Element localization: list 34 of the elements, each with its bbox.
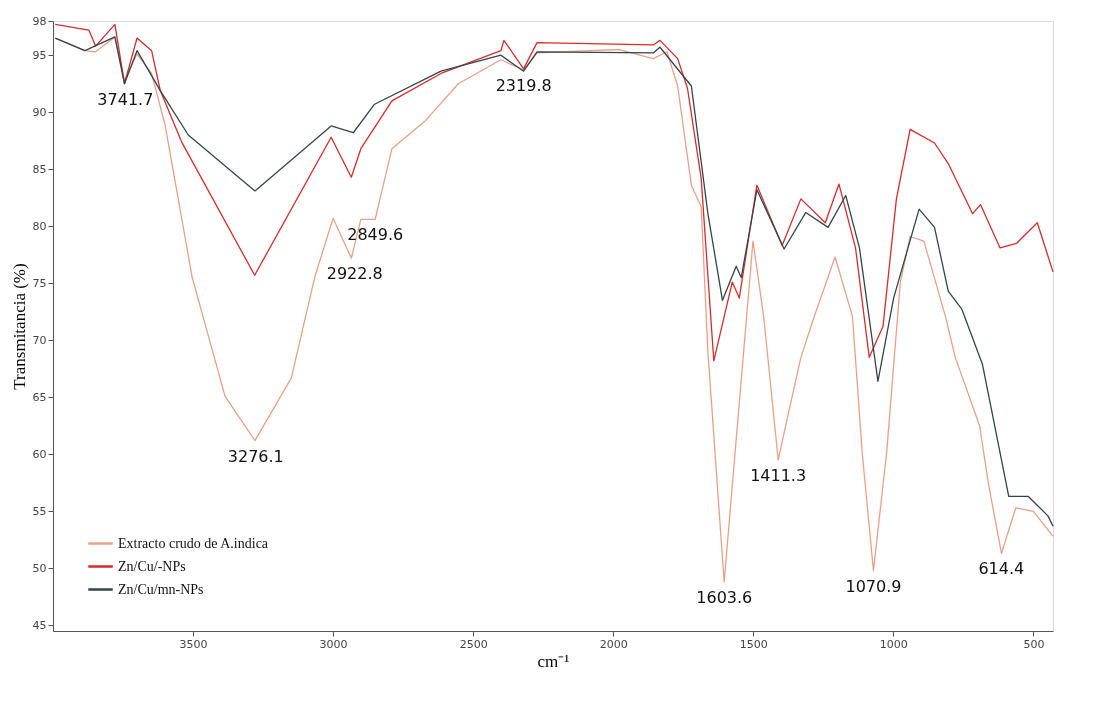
y-tick-label: 60 (32, 447, 47, 461)
y-tick-label: 45 (32, 618, 47, 632)
x-tick-label: 3500 (179, 637, 208, 651)
x-tick-label: 2000 (599, 637, 628, 651)
y-tick-label: 85 (32, 162, 47, 176)
x-tick-label: 1500 (739, 637, 768, 651)
legend-label: Zn/Cu/-NPs (118, 558, 186, 574)
y-tick-label: 95 (32, 48, 47, 62)
y-tick-label: 65 (32, 390, 47, 404)
y-tick-label: 80 (32, 219, 47, 233)
annotation: 1411.3 (750, 465, 807, 485)
legend-label: Zn/Cu/mn-NPs (118, 581, 204, 597)
legend-label: Extracto crudo de A.indica (118, 535, 269, 551)
y-tick-label: 98 (32, 14, 47, 28)
annotation: 614.4 (978, 559, 1025, 579)
x-tick-label: 500 (1023, 637, 1045, 651)
y-tick-label: 75 (32, 276, 47, 290)
y-tick-label: 55 (32, 504, 47, 518)
annotation: 1603.6 (696, 587, 753, 607)
y-tick-label: 90 (32, 105, 47, 119)
line-series (54, 23, 1054, 362)
x-axis-title: cm⁻¹ (537, 651, 570, 671)
y-tick-label: 50 (32, 561, 47, 575)
x-tick-label: 1000 (879, 637, 908, 651)
y-axis-title: Transmitancia (%) (9, 263, 29, 390)
x-tick-label: 2500 (459, 637, 488, 651)
annotation: 3276.1 (227, 446, 284, 466)
x-tick-label: 3000 (319, 637, 348, 651)
annotation: 2922.8 (326, 264, 383, 284)
annotation: 3741.7 (97, 89, 154, 109)
annotation: 2849.6 (347, 225, 404, 245)
y-tick-label: 70 (32, 333, 47, 347)
annotation: 1070.9 (845, 576, 902, 596)
annotation: 2319.8 (495, 76, 552, 96)
